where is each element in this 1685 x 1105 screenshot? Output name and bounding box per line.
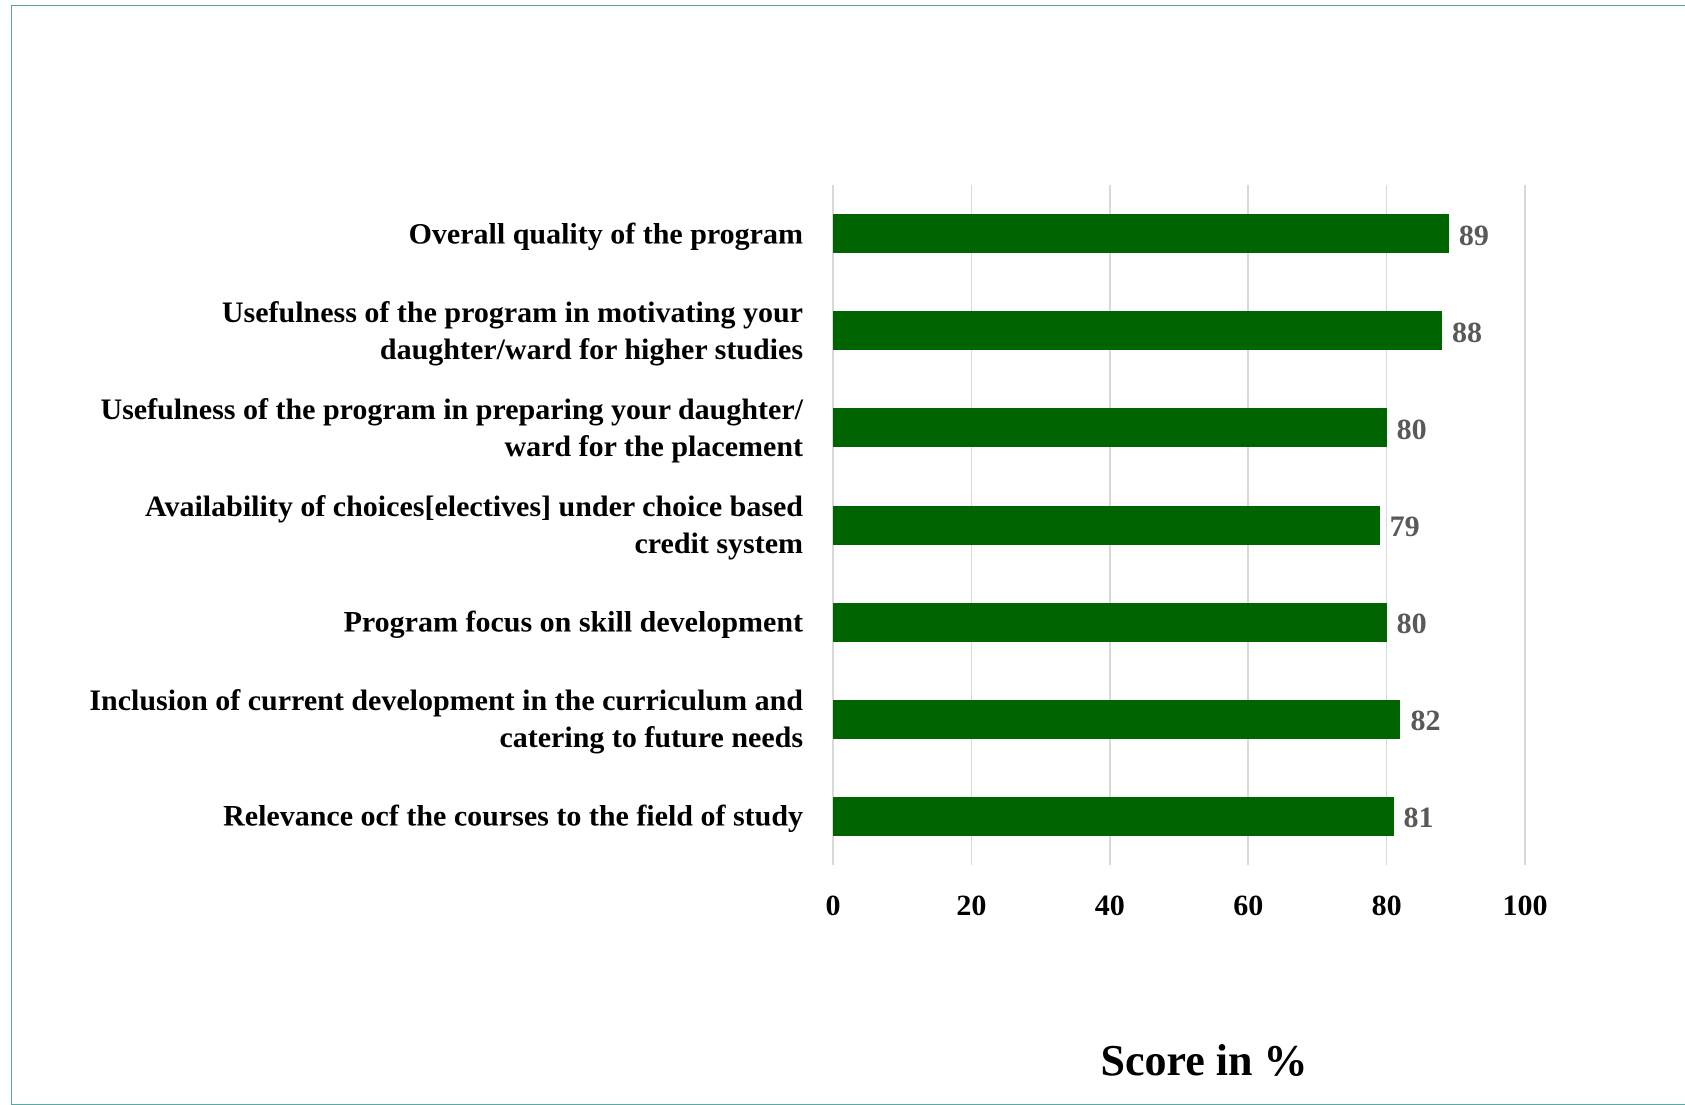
bar — [833, 699, 1401, 739]
y-tick-label: Overall quality of the program — [408, 217, 803, 251]
x-tick-label: 20 — [956, 889, 987, 922]
bar — [833, 602, 1387, 642]
value-label: 89 — [1458, 218, 1489, 252]
y-tick-label: Usefulness of the program in preparing y… — [100, 392, 803, 463]
bar — [833, 505, 1380, 545]
value-label: 88 — [1451, 315, 1482, 349]
y-tick-label: Inclusion of current development in the … — [89, 684, 803, 755]
bar — [833, 796, 1394, 836]
value-label: 79 — [1389, 510, 1420, 543]
grid-line — [1524, 185, 1526, 865]
y-tick-label: Program focus on skill development — [343, 605, 803, 639]
bar — [833, 311, 1442, 351]
grid-line — [1385, 185, 1388, 865]
x-tick-label: 40 — [1094, 889, 1125, 922]
value-label: 80 — [1396, 412, 1427, 446]
value-label: 80 — [1396, 607, 1427, 641]
y-tick-label: Relevance ocf the courses to the field o… — [223, 799, 803, 833]
x-axis-title: Score in % — [1100, 1036, 1308, 1085]
y-tick-label: Usefulness of the program in motivating … — [221, 295, 803, 366]
bar — [833, 408, 1387, 448]
x-tick-label: 0 — [825, 889, 841, 922]
bar — [833, 214, 1449, 254]
x-tick-label: 80 — [1371, 889, 1402, 922]
value-label: 82 — [1410, 704, 1441, 738]
x-tick-label: 60 — [1233, 889, 1264, 922]
x-tick-label: 100 — [1502, 889, 1548, 922]
y-tick-label: Availability of choices[electives] under… — [145, 490, 803, 560]
value-label: 81 — [1403, 801, 1434, 835]
